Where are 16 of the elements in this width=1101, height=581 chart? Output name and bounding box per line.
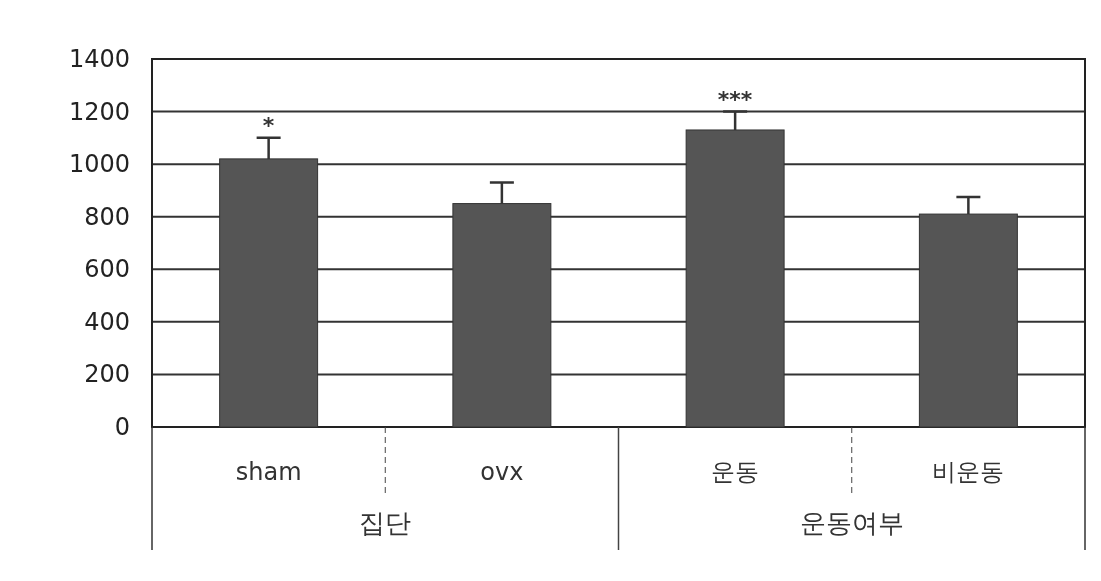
y-tick-label: 1200 — [68, 97, 130, 126]
x-tick-label: 운동 — [711, 458, 760, 486]
text: 운동여부 — [799, 508, 904, 538]
x-tick-label: 비운동 — [932, 458, 1005, 486]
text: 집단 — [359, 508, 412, 538]
y-tick-label: 600 — [84, 255, 130, 284]
y-tick-label: 1000 — [68, 150, 130, 179]
x-tick-label: sham — [235, 458, 302, 486]
annotation: *** — [717, 86, 753, 112]
y-tick-label: 1400 — [68, 45, 130, 73]
annotation: * — [262, 112, 275, 138]
y-tick-label: 0 — [114, 413, 130, 441]
y-tick-label: 400 — [84, 307, 130, 336]
y-tick-label: 200 — [84, 360, 130, 389]
y-tick-label: 800 — [84, 202, 130, 231]
x-tick-label: ovx — [480, 458, 524, 486]
